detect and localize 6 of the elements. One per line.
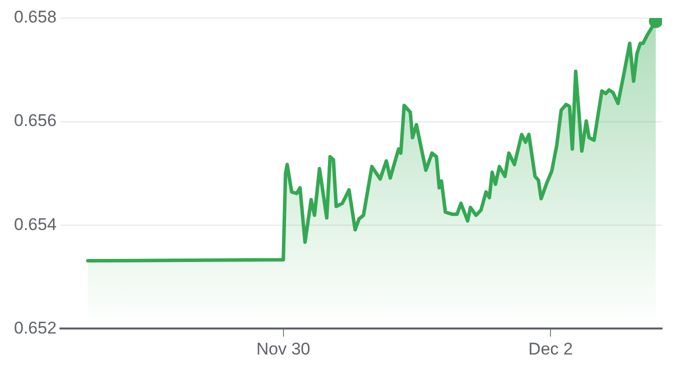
y-tick-label: 0.654 — [14, 214, 57, 234]
y-tick-label: 0.658 — [14, 8, 57, 27]
x-tick-label: Nov 30 — [256, 339, 310, 358]
y-tick-label: 0.652 — [14, 318, 57, 338]
y-tick-label: 0.656 — [14, 111, 57, 130]
x-tick-label: Dec 2 — [528, 339, 573, 358]
